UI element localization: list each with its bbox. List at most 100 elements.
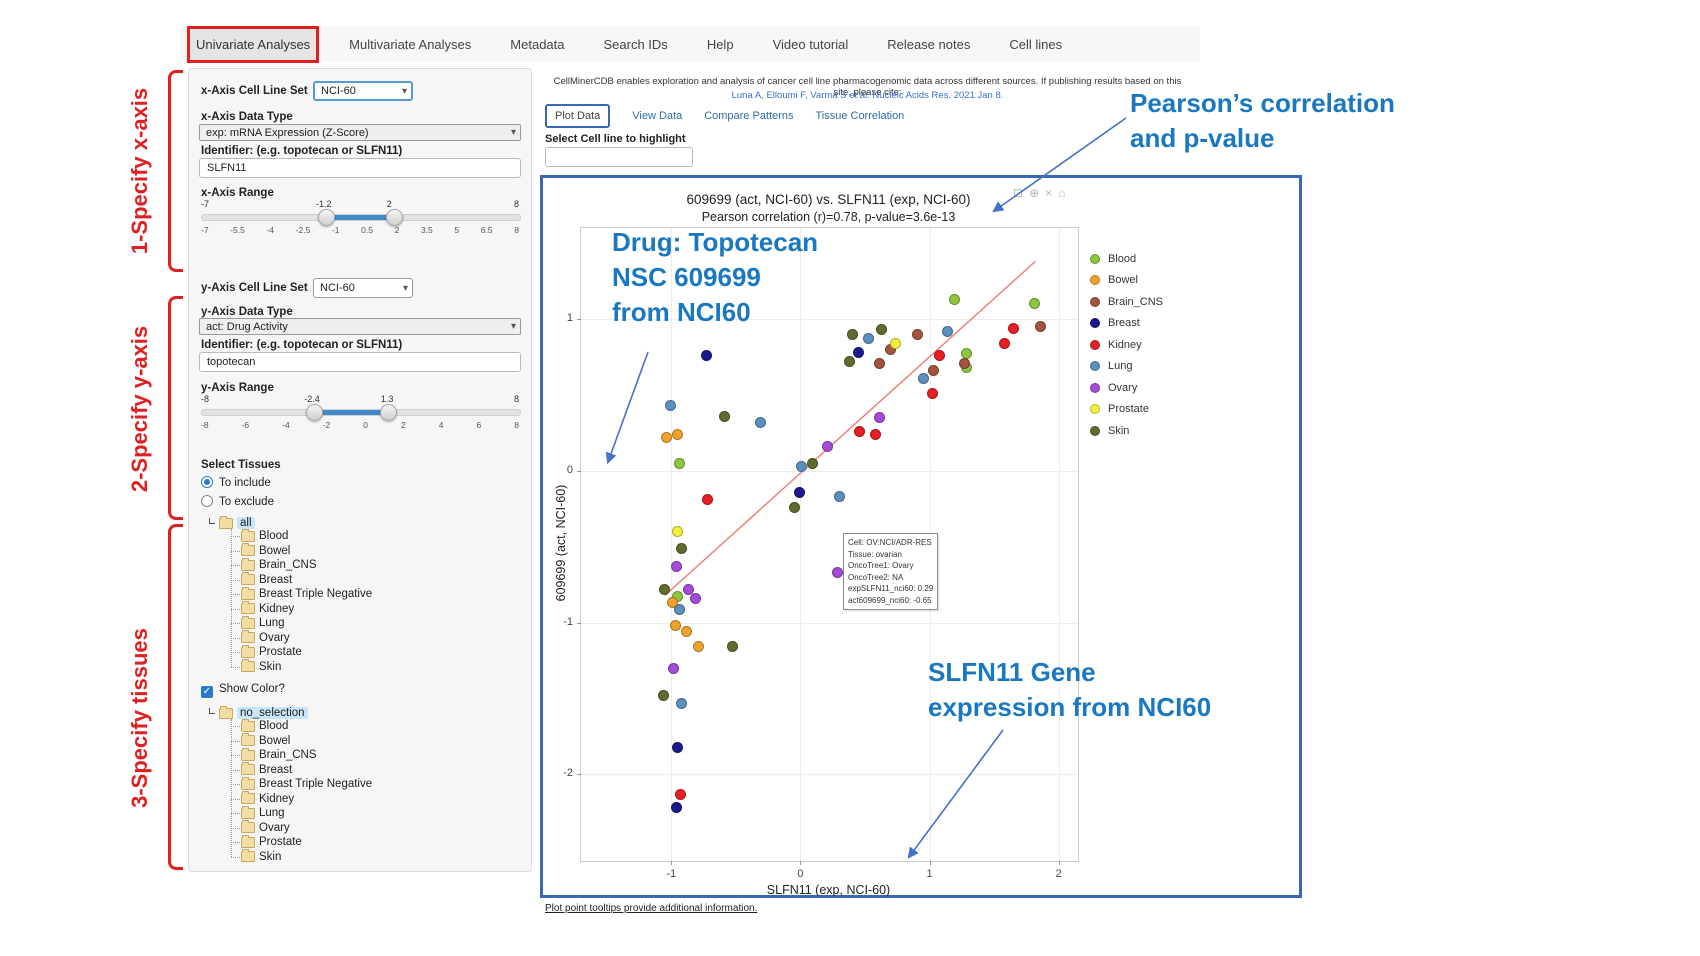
tree-item-brain-cns[interactable]: Brain_CNS [227, 747, 372, 763]
tree-item-breast-triple-negative[interactable]: Breast Triple Negative [227, 776, 372, 792]
scatter-point-kidney[interactable] [998, 337, 1010, 349]
tree-item-ovary[interactable]: Ovary [227, 820, 372, 836]
nav-tab-multivariate-analyses[interactable]: Multivariate Analyses [349, 36, 472, 52]
show-color-checkbox[interactable]: ✓ Show Color? [201, 683, 285, 698]
scatter-point-brain-cns[interactable] [958, 357, 970, 369]
y-range-slider[interactable]: -8 8 -2.4 1.3 -8 -6 -4 -2 0 2 4 6 8 [201, 394, 521, 436]
slider-handle-low[interactable] [317, 209, 335, 226]
slider-handle-high[interactable] [379, 404, 397, 421]
nav-tab-video-tutorial[interactable]: Video tutorial [772, 36, 849, 52]
scatter-point-breast[interactable] [672, 741, 684, 753]
scatter-point-lung[interactable] [942, 325, 954, 337]
scatter-point-lung[interactable] [863, 333, 875, 345]
legend-item-lung[interactable]: Lung [1090, 356, 1163, 378]
slider-handle-high[interactable] [385, 209, 403, 226]
scatter-point-kidney[interactable] [934, 350, 946, 361]
scatter-point-skin[interactable] [676, 542, 688, 554]
scatter-point-skin[interactable] [718, 410, 730, 422]
scatter-point-kidney[interactable] [702, 494, 713, 506]
x-range-slider[interactable]: -7 8 -1.2 2 -7 -5.5 -4 -2.5 -1 0.5 2 3.5 5 6.5 8 [201, 199, 521, 241]
scatter-point-bowel[interactable] [692, 641, 704, 653]
scatter-point-bowel[interactable] [667, 597, 679, 609]
tree-item-skin[interactable]: Skin [227, 849, 372, 865]
scatter-point-brain-cns[interactable] [873, 357, 885, 369]
nav-tab-release-notes[interactable]: Release notes [887, 36, 971, 52]
tree-item-breast[interactable]: Breast [227, 762, 372, 778]
slider-track[interactable] [201, 404, 521, 421]
y-identifier-input[interactable]: topotecan [199, 352, 521, 372]
scatter-point-blood[interactable] [1028, 298, 1040, 310]
tab-tissue-correlation[interactable]: Tissue Correlation [815, 110, 905, 122]
scatter-point-bowel[interactable] [672, 428, 684, 440]
legend-item-brain-cns[interactable]: Brain_CNS [1090, 291, 1163, 313]
scatter-point-lung[interactable] [917, 372, 929, 384]
scatter-point-prostate[interactable] [672, 526, 684, 538]
legend-item-prostate[interactable]: Prostate [1090, 399, 1163, 421]
scatter-point-breast[interactable] [700, 350, 712, 361]
scatter-point-kidney[interactable] [854, 425, 866, 437]
scatter-point-breast[interactable] [853, 346, 865, 358]
scatter-point-lung[interactable] [676, 697, 688, 709]
nav-tab-cell-lines[interactable]: Cell lines [1009, 36, 1063, 52]
scatter-point-brain-cns[interactable] [912, 328, 924, 340]
scatter-point-kidney[interactable] [674, 788, 686, 800]
scatter-point-skin[interactable] [846, 328, 858, 340]
legend-item-blood[interactable]: Blood [1090, 248, 1163, 270]
tree-item-bowel[interactable]: Bowel [227, 733, 372, 749]
tree-item-prostate[interactable]: Prostate [227, 834, 372, 850]
radio-to-include[interactable]: To include [201, 476, 271, 489]
scatter-point-skin[interactable] [876, 324, 888, 336]
nav-tab-metadata[interactable]: Metadata [510, 36, 565, 52]
tab-plot-data[interactable]: Plot Data [545, 104, 611, 128]
slider-handle-low[interactable] [306, 404, 324, 421]
scatter-point-bowel[interactable] [660, 431, 672, 443]
scatter-point-breast[interactable] [671, 802, 683, 814]
scatter-point-blood[interactable] [948, 293, 960, 305]
y-data-type-select[interactable]: act: Drug Activity ▾ [199, 318, 521, 335]
tree-item-brain-cns[interactable]: Brain_CNS [227, 557, 372, 573]
scatter-point-skin[interactable] [806, 457, 818, 469]
highlight-cell-line-input[interactable] [545, 147, 693, 167]
scatter-point-brain-cns[interactable] [927, 365, 939, 377]
scatter-point-skin[interactable] [844, 356, 855, 368]
scatter-point-ovary[interactable] [668, 662, 680, 674]
tree-item-prostate[interactable]: Prostate [227, 644, 372, 660]
x-data-type-select[interactable]: exp: mRNA Expression (Z-Score) ▾ [199, 124, 521, 141]
scatter-point-ovary[interactable] [671, 561, 683, 572]
tab-compare-patterns[interactable]: Compare Patterns [704, 110, 794, 122]
scatter-point-breast[interactable] [793, 486, 805, 498]
scatter-point-lung[interactable] [833, 491, 845, 503]
nav-tab-search-ids[interactable]: Search IDs [603, 36, 668, 52]
tree-root-all[interactable]: all [209, 515, 372, 529]
x-identifier-input[interactable]: SLFN11 [199, 158, 521, 178]
scatter-point-blood[interactable] [673, 457, 685, 469]
tree-item-bowel[interactable]: Bowel [227, 543, 372, 559]
scatter-point-kidney[interactable] [1007, 322, 1019, 334]
scatter-point-kidney[interactable] [869, 428, 881, 440]
scatter-point-skin[interactable] [788, 501, 800, 513]
slider-track[interactable] [201, 209, 521, 226]
scatter-point-lung[interactable] [754, 416, 766, 428]
scatter-point-ovary[interactable] [690, 592, 702, 604]
nav-tab-univariate-analyses[interactable]: Univariate Analyses [186, 25, 320, 63]
nav-tab-help[interactable]: Help [706, 36, 734, 52]
tree-item-blood[interactable]: Blood [227, 718, 372, 734]
citation-link[interactable]: Luna A, Elloumi F, Varma S et al. Nuclei… [731, 90, 1004, 101]
legend-item-ovary[interactable]: Ovary [1090, 377, 1163, 399]
scatter-point-bowel[interactable] [669, 620, 681, 632]
tree-item-blood[interactable]: Blood [227, 528, 372, 544]
legend-item-kidney[interactable]: Kidney [1090, 334, 1163, 356]
legend-item-skin[interactable]: Skin [1090, 420, 1163, 442]
scatter-point-lung[interactable] [673, 603, 685, 615]
y-cell-line-set-select[interactable]: NCI-60 ▾ [313, 278, 413, 298]
legend-item-breast[interactable]: Breast [1090, 313, 1163, 335]
scatter-point-lung[interactable] [796, 460, 808, 472]
tree-item-lung[interactable]: Lung [227, 615, 372, 631]
tree-item-kidney[interactable]: Kidney [227, 791, 372, 807]
tree-item-skin[interactable]: Skin [227, 659, 372, 675]
tree-item-ovary[interactable]: Ovary [227, 630, 372, 646]
scatter-point-skin[interactable] [659, 583, 671, 595]
scatter-point-ovary[interactable] [682, 583, 694, 595]
legend-item-bowel[interactable]: Bowel [1090, 270, 1163, 292]
tree-item-lung[interactable]: Lung [227, 805, 372, 821]
